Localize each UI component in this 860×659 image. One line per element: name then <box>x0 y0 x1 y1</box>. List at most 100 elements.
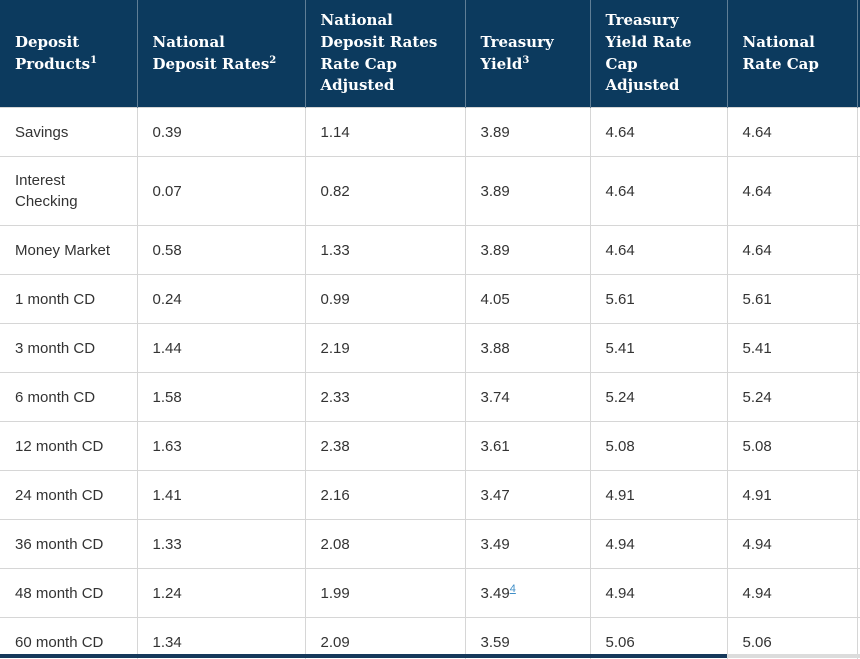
value-cell: 5.41 <box>726 323 857 373</box>
footnote-marker: 2 <box>269 54 277 66</box>
cutoff-column-sliver <box>856 0 860 108</box>
value-cell: 5.24 <box>589 372 727 422</box>
value-cell: 2.33 <box>304 372 465 422</box>
col-header-treasury-yield: Treasury Yield3 <box>464 0 590 108</box>
product-cell: Money Market <box>0 225 137 275</box>
value-cell: 0.82 <box>304 156 465 226</box>
col-header-label: Treasury Yield Rate Cap Adjusted <box>605 11 692 95</box>
value-cell: 2.19 <box>304 323 465 373</box>
value-cell: 5.08 <box>589 421 727 471</box>
value-cell: 1.99 <box>304 568 465 618</box>
product-cell: 1 month CD <box>0 274 137 324</box>
scrollbar-thumb[interactable] <box>0 654 727 658</box>
product-cell: 3 month CD <box>0 323 137 373</box>
value-cell: 4.64 <box>726 156 857 226</box>
value-cell: 3.89 <box>464 156 590 226</box>
table-row: Savings 0.39 1.14 3.89 4.64 4.64 <box>0 107 860 157</box>
value-cell: 4.05 <box>464 274 590 324</box>
value-cell: 3.494 <box>464 568 590 618</box>
cutoff-column-cell <box>856 225 860 275</box>
table-row: 12 month CD 1.63 2.38 3.61 5.08 5.08 <box>0 421 860 471</box>
value-cell: 1.63 <box>136 421 305 471</box>
value-cell: 3.74 <box>464 372 590 422</box>
cutoff-column-cell <box>856 617 860 659</box>
table-row: 24 month CD 1.41 2.16 3.47 4.91 4.91 <box>0 470 860 520</box>
col-header-label: Deposit Products <box>15 32 91 73</box>
value-cell: 4.91 <box>589 470 727 520</box>
value-cell: 2.16 <box>304 470 465 520</box>
value-cell: 0.99 <box>304 274 465 324</box>
product-cell: 60 month CD <box>0 617 137 659</box>
col-header-label: National Deposit Rates Rate Cap Adjusted <box>320 11 438 95</box>
value-cell: 4.64 <box>589 156 727 226</box>
col-header-label: National Deposit Rates <box>152 32 270 73</box>
value-cell: 5.06 <box>726 617 857 659</box>
value-cell: 5.41 <box>589 323 727 373</box>
product-cell: 6 month CD <box>0 372 137 422</box>
col-header-national-deposit-rates-cap-adjusted: National Deposit Rates Rate Cap Adjusted <box>304 0 465 108</box>
col-header-national-rate-cap: National Rate Cap <box>726 0 857 108</box>
value-cell: 4.91 <box>726 470 857 520</box>
cutoff-column-cell <box>856 568 860 618</box>
table-row: 48 month CD 1.24 1.99 3.494 4.94 4.94 <box>0 568 860 618</box>
cutoff-column-cell <box>856 323 860 373</box>
value-cell: 1.33 <box>304 225 465 275</box>
table-body: Savings 0.39 1.14 3.89 4.64 4.64 Interest Chec… <box>0 107 860 659</box>
value-cell: 5.61 <box>589 274 727 324</box>
value-cell: 4.94 <box>726 568 857 618</box>
cutoff-column-cell <box>856 107 860 157</box>
table-row: 3 month CD 1.44 2.19 3.88 5.41 5.41 <box>0 323 860 373</box>
col-header-national-deposit-rates: National Deposit Rates2 <box>136 0 305 108</box>
value-cell: 0.07 <box>136 156 305 226</box>
value-cell: 3.59 <box>464 617 590 659</box>
table-row: 6 month CD 1.58 2.33 3.74 5.24 5.24 <box>0 372 860 422</box>
value-cell: 2.38 <box>304 421 465 471</box>
value-cell: 3.61 <box>464 421 590 471</box>
col-header-treasury-yield-rate-cap-adjusted: Treasury Yield Rate Cap Adjusted <box>589 0 727 108</box>
table-row: Interest Checking 0.07 0.82 3.89 4.64 4.64 <box>0 156 860 226</box>
value-cell: 0.39 <box>136 107 305 157</box>
footnote-marker: 3 <box>522 54 530 66</box>
table-row: 60 month CD 1.34 2.09 3.59 5.06 5.06 <box>0 617 860 659</box>
product-cell: 36 month CD <box>0 519 137 569</box>
value-cell: 1.41 <box>136 470 305 520</box>
col-header-label: National Rate Cap <box>742 32 819 73</box>
value-cell: 1.14 <box>304 107 465 157</box>
value-cell: 1.44 <box>136 323 305 373</box>
value-cell: 5.08 <box>726 421 857 471</box>
value-cell: 5.61 <box>726 274 857 324</box>
footnote-link[interactable]: 4 <box>509 582 516 595</box>
value-cell: 1.34 <box>136 617 305 659</box>
cutoff-column-cell <box>856 470 860 520</box>
value-cell: 1.33 <box>136 519 305 569</box>
header-row: Deposit Products1 National Deposit Rates… <box>0 0 860 108</box>
product-cell: Interest Checking <box>0 156 137 226</box>
col-header-label: Treasury Yield <box>480 32 554 73</box>
value-cell: 2.09 <box>304 617 465 659</box>
table-row: Money Market 0.58 1.33 3.89 4.64 4.64 <box>0 225 860 275</box>
cutoff-column-cell <box>856 372 860 422</box>
footnote-marker: 1 <box>90 54 98 66</box>
product-cell: 48 month CD <box>0 568 137 618</box>
cutoff-column-cell <box>856 274 860 324</box>
value-cell: 5.24 <box>726 372 857 422</box>
cutoff-column-cell <box>856 156 860 226</box>
value-cell: 4.94 <box>726 519 857 569</box>
table-header: Deposit Products1 National Deposit Rates… <box>0 0 860 108</box>
col-header-deposit-products: Deposit Products1 <box>0 0 137 108</box>
value-cell: 4.64 <box>589 225 727 275</box>
horizontal-scrollbar[interactable] <box>0 654 860 658</box>
value-cell: 3.88 <box>464 323 590 373</box>
table-row: 36 month CD 1.33 2.08 3.49 4.94 4.94 <box>0 519 860 569</box>
value-cell: 4.94 <box>589 519 727 569</box>
value-cell: 4.64 <box>726 107 857 157</box>
value-cell: 5.06 <box>589 617 727 659</box>
footnote-marker: 4 <box>510 581 516 595</box>
product-cell: Savings <box>0 107 137 157</box>
product-cell: 12 month CD <box>0 421 137 471</box>
cutoff-column-cell <box>856 421 860 471</box>
value-cell: 0.24 <box>136 274 305 324</box>
value-cell: 4.64 <box>589 107 727 157</box>
